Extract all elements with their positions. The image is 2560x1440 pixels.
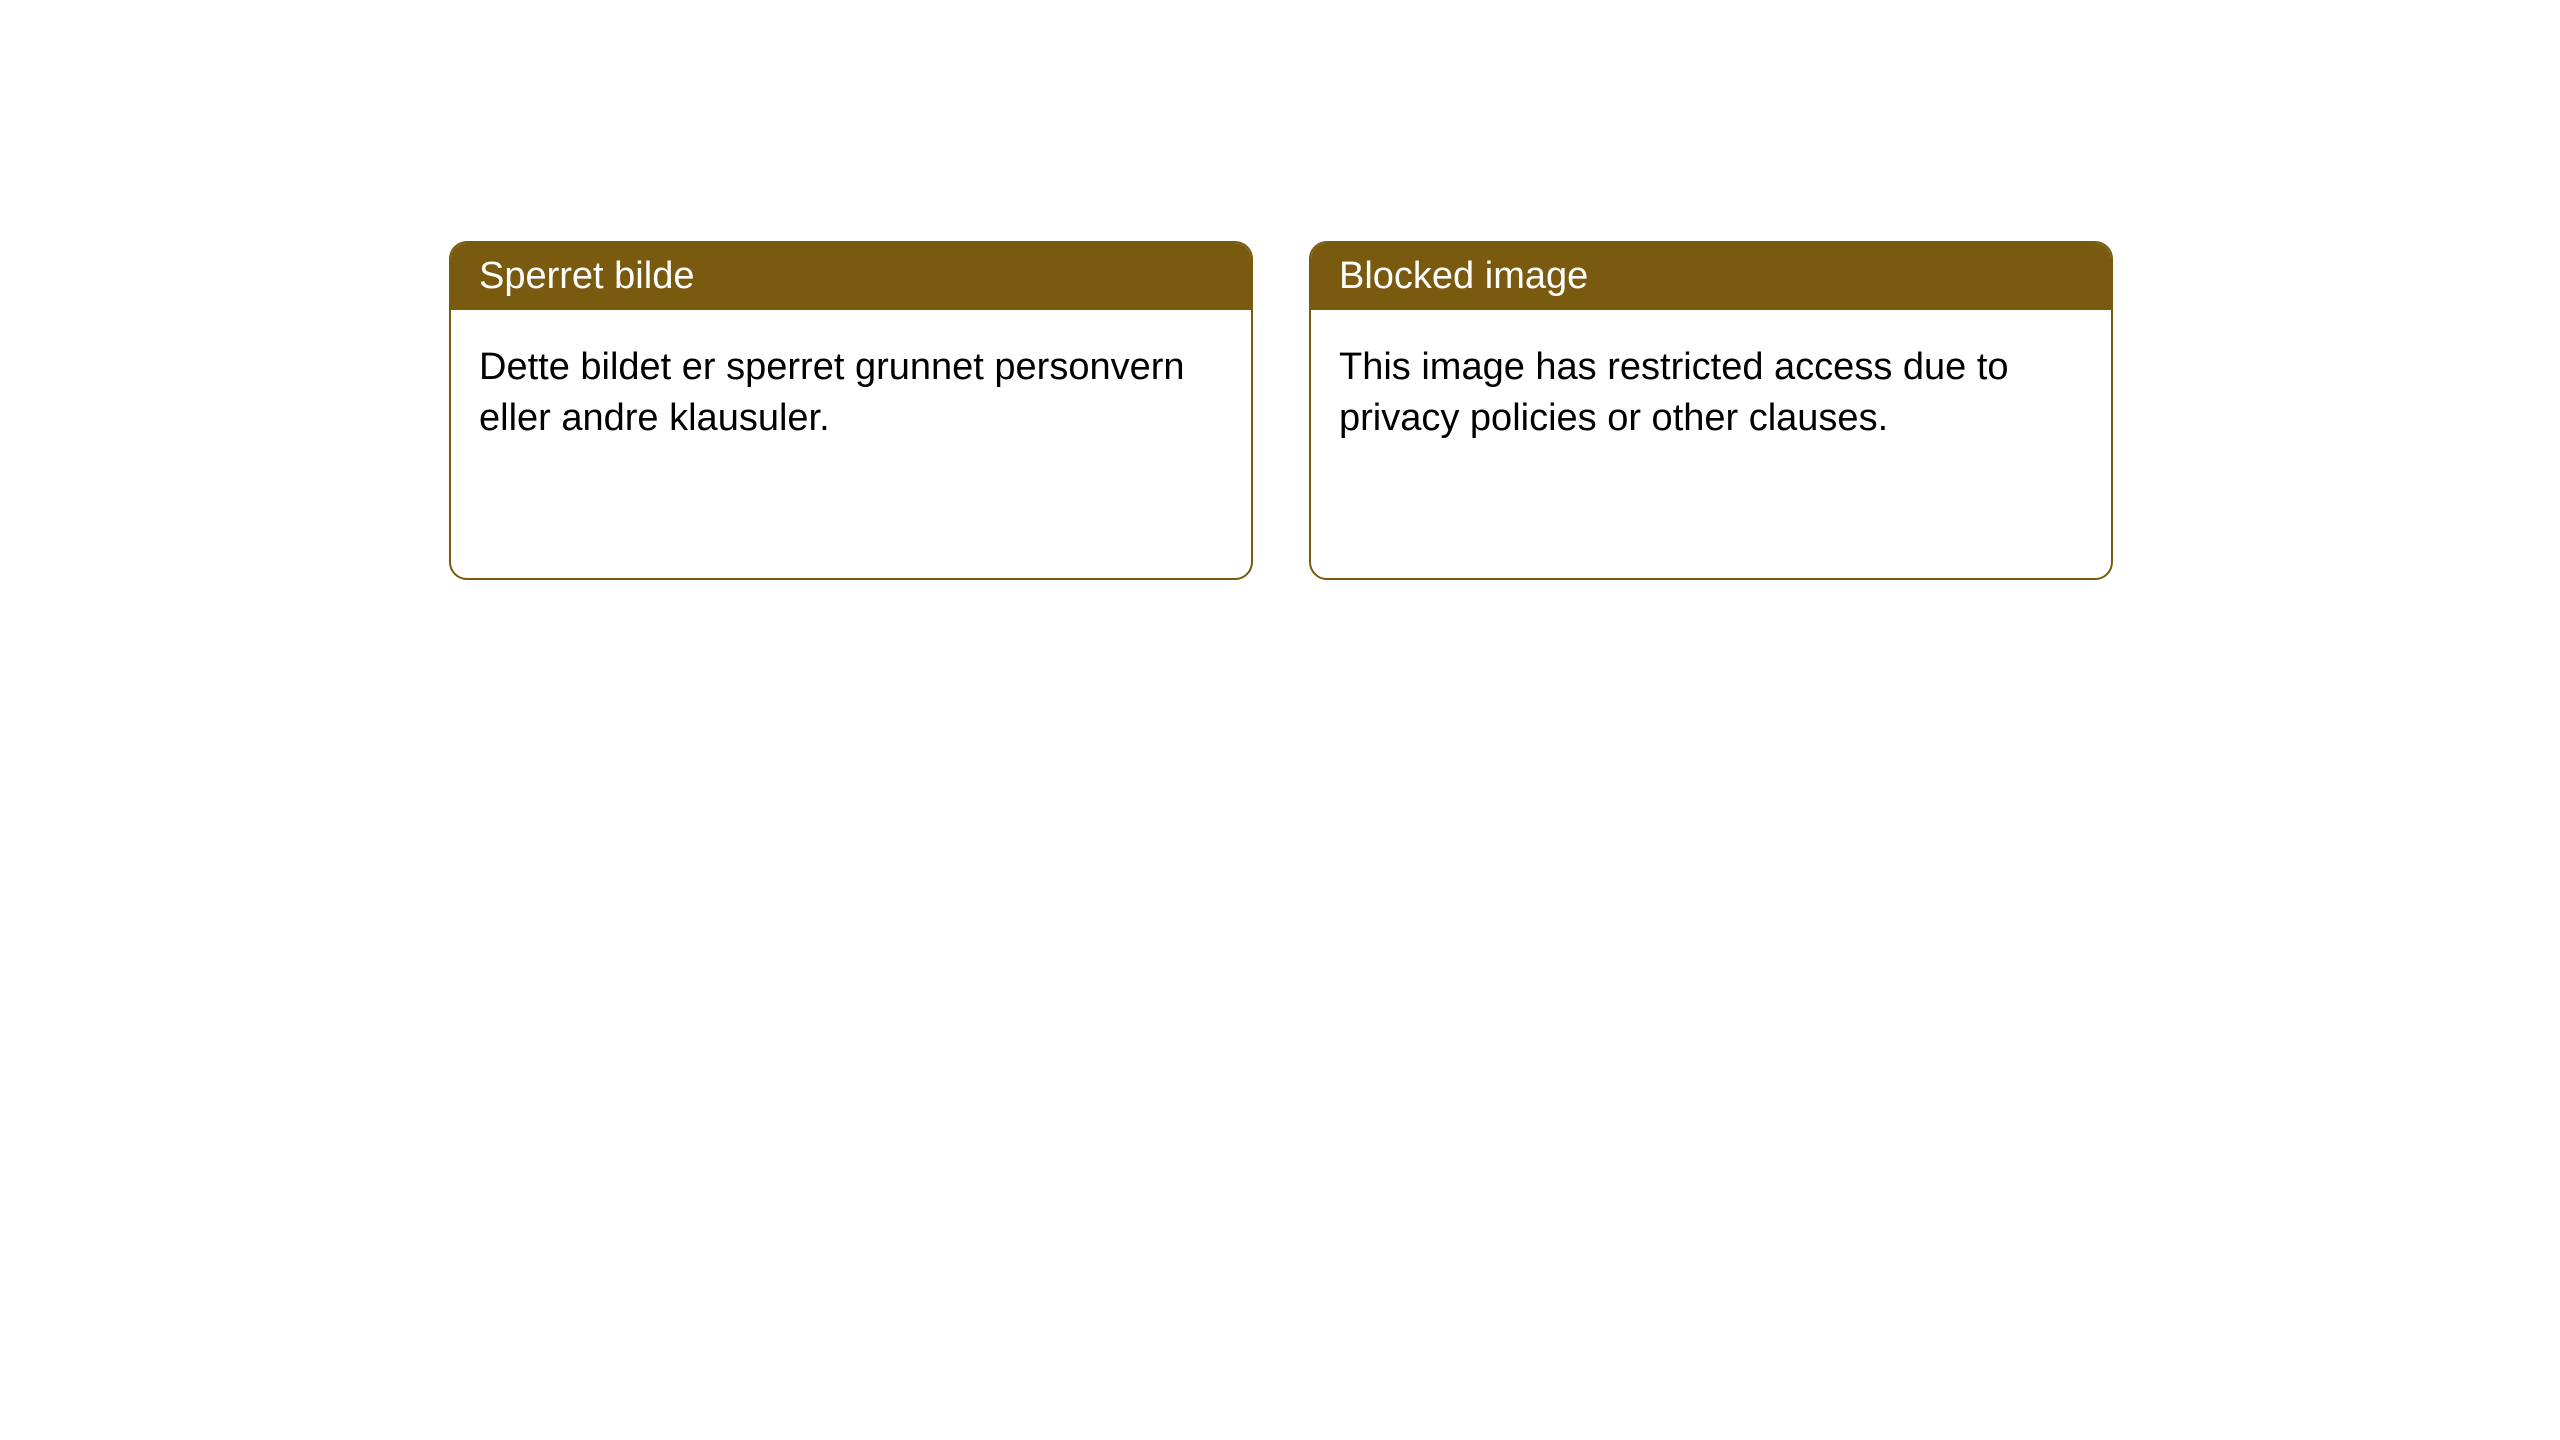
notice-card-english: Blocked image This image has restricted … bbox=[1309, 241, 2113, 580]
card-title: Blocked image bbox=[1339, 255, 1588, 297]
card-body-text: This image has restricted access due to … bbox=[1339, 346, 2009, 439]
card-body-text: Dette bildet er sperret grunnet personve… bbox=[479, 346, 1185, 439]
notice-container: Sperret bilde Dette bildet er sperret gr… bbox=[0, 0, 2560, 580]
card-body: This image has restricted access due to … bbox=[1311, 310, 2111, 477]
notice-card-norwegian: Sperret bilde Dette bildet er sperret gr… bbox=[449, 241, 1253, 580]
card-body: Dette bildet er sperret grunnet personve… bbox=[451, 310, 1251, 477]
card-header: Blocked image bbox=[1311, 243, 2111, 310]
card-header: Sperret bilde bbox=[451, 243, 1251, 310]
card-title: Sperret bilde bbox=[479, 255, 694, 297]
